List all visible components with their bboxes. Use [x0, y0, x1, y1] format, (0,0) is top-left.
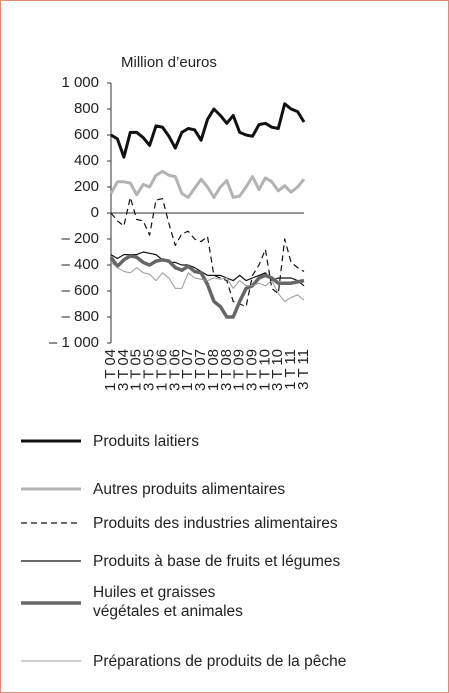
x-tick-label: 1 T 08: [205, 349, 222, 391]
y-tick-label: 400: [74, 152, 99, 169]
x-tick-label: 3 T 04: [115, 349, 132, 391]
x-tick-label: 3 T 06: [166, 349, 183, 391]
legend-label: Produits à base de fruits et légumes: [93, 552, 341, 570]
legend-label: Produits laitiers: [93, 432, 199, 450]
x-tick-label: 1 T 09: [231, 349, 248, 391]
x-tick-label: 1 T 06: [153, 349, 170, 391]
x-tick-label: 1 T 11: [282, 349, 299, 390]
series-line: [109, 254, 305, 319]
x-tick-label: 3 T 09: [244, 349, 261, 391]
y-tick-label: – 200: [61, 230, 99, 247]
x-tick-label: 3 T 08: [218, 349, 235, 391]
legend-label: Produits des industries alimentaires: [93, 514, 338, 532]
legend-label: Huiles et graisses végétales et animales: [93, 584, 243, 620]
series-line: [110, 196, 305, 308]
y-tick-label: – 1 000: [49, 334, 99, 351]
legend-label: Autres produits alimentaires: [93, 480, 286, 498]
y-tick-label: 800: [74, 100, 99, 117]
series-line: [110, 102, 306, 159]
series-line: [110, 262, 305, 302]
x-tick-label: 3 T 05: [141, 349, 158, 391]
x-tick-label: 1 T 05: [128, 349, 145, 391]
x-tick-label: 1 T 07: [179, 349, 196, 391]
y-tick-label: – 800: [61, 308, 99, 325]
x-tick-label: 3 T 10: [269, 349, 286, 391]
legend-label: Préparations de produits de la pêche: [93, 652, 347, 670]
x-tick-label: 1 T 10: [256, 349, 273, 391]
x-tick-label: 1 T 04: [102, 349, 119, 391]
y-axis-label: Million d’euros: [121, 54, 217, 71]
x-tick-label: 3 T 07: [192, 349, 209, 391]
y-tick-label: – 400: [61, 256, 99, 273]
series-line: [109, 169, 306, 199]
y-tick-label: 200: [74, 178, 99, 195]
y-tick-label: 1 000: [61, 74, 99, 91]
y-tick-label: – 600: [61, 282, 99, 299]
y-tick-label: 600: [74, 126, 99, 143]
x-tick-label: 3 T 11: [295, 349, 312, 390]
y-tick-label: 0: [91, 204, 99, 221]
